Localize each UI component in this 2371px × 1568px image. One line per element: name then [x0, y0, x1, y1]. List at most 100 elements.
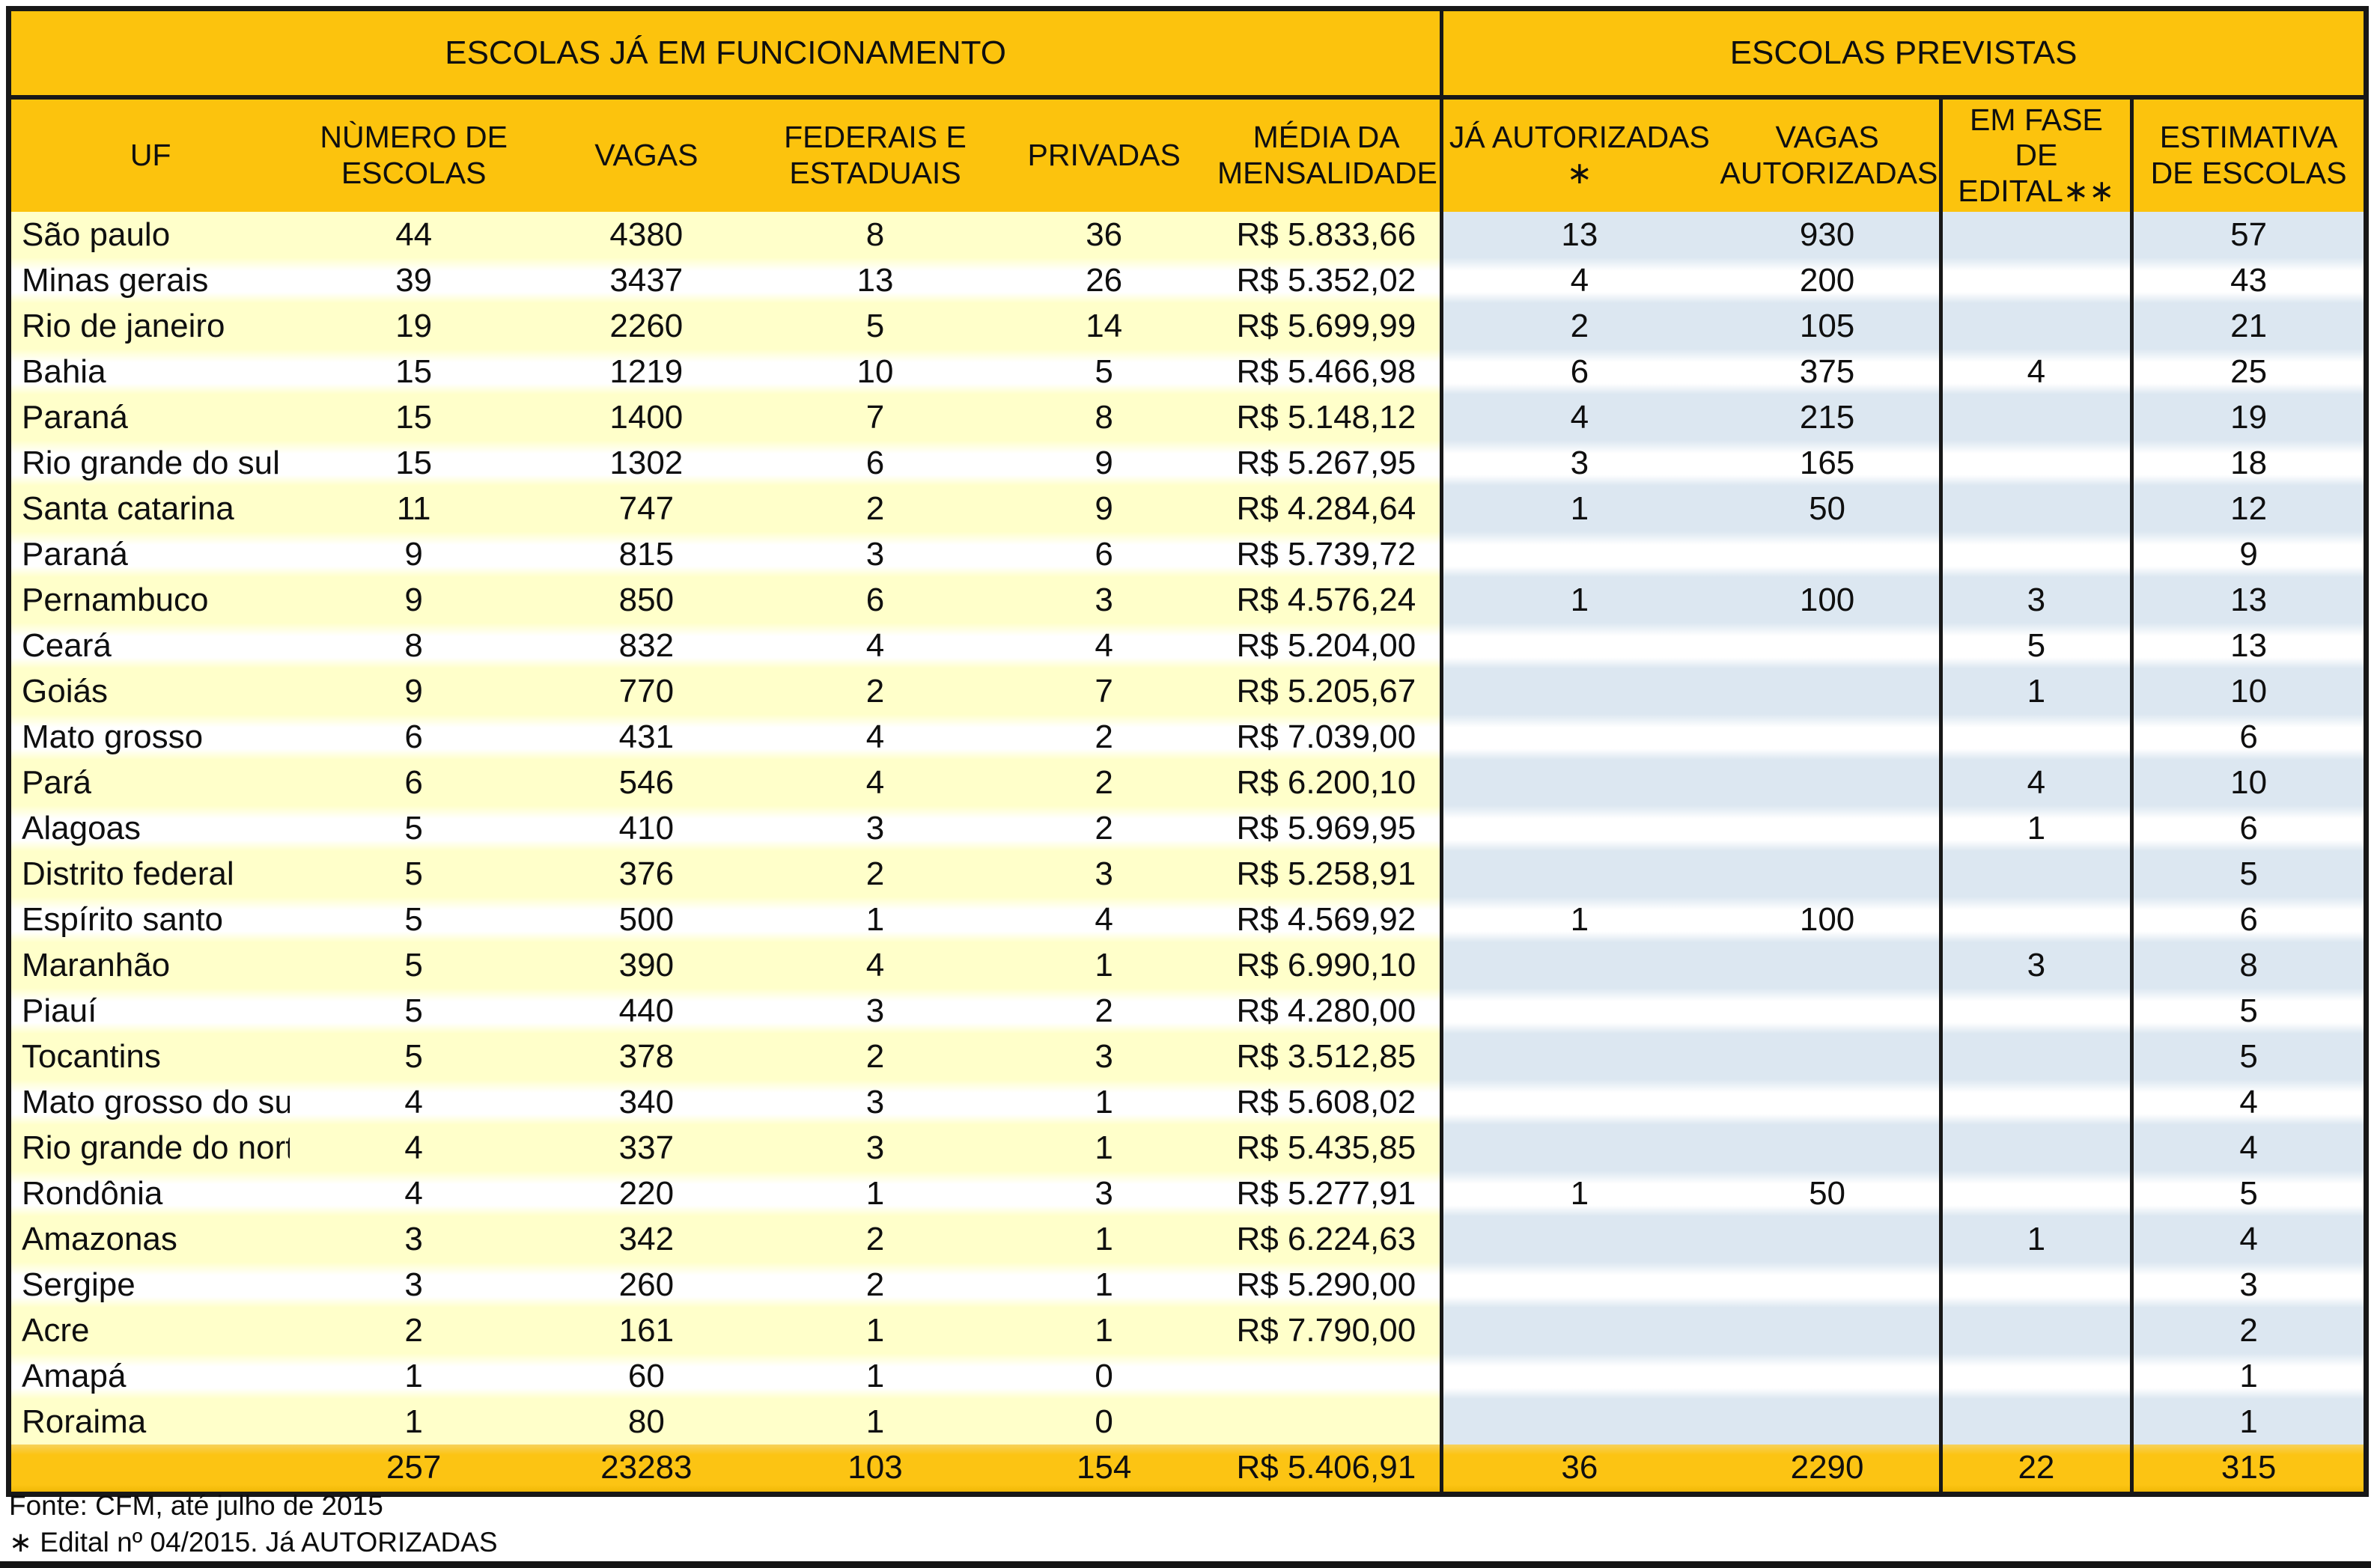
privadas-cell: 7	[995, 668, 1213, 715]
privadas-cell: 36	[995, 212, 1213, 258]
table-row: Minas gerais 39 3437 13 26 R$ 5.352,02 4…	[8, 257, 2367, 304]
table-row: Rondônia 4 220 1 3 R$ 5.277,91 1 50 5	[8, 1171, 2367, 1217]
uf-cell: Sergipe	[8, 1262, 290, 1308]
estimativa-cell: 5	[2130, 1034, 2367, 1080]
vagas-cell: 340	[538, 1079, 755, 1126]
federais-estaduais-cell: 2	[755, 851, 996, 897]
uf-cell: Rio de janeiro	[8, 303, 290, 350]
escolas-cell: 5	[290, 851, 538, 897]
mensalidade-cell: R$ 5.204,00	[1212, 623, 1442, 669]
em-fase-edital-cell	[1938, 897, 2132, 943]
em-fase-edital-cell	[1938, 714, 2132, 760]
mensalidade-cell: R$ 4.280,00	[1212, 988, 1442, 1034]
vagas-cell: 376	[538, 851, 755, 897]
mensalidade-cell: R$ 4.576,24	[1212, 577, 1442, 623]
vagas-autorizadas-cell: 105	[1715, 303, 1941, 350]
ja-autorizadas-cell: 4	[1440, 257, 1716, 304]
mensalidade-cell: R$ 6.224,63	[1212, 1216, 1442, 1263]
mensalidade-cell: R$ 6.990,10	[1212, 942, 1442, 989]
vagas-cell: 440	[538, 988, 755, 1034]
table-row: Sergipe 3 260 2 1 R$ 5.290,00 3	[8, 1262, 2367, 1308]
vagas-cell: 546	[538, 760, 755, 806]
escolas-cell: 8	[290, 623, 538, 669]
table-row: Roraima 1 80 1 0 1	[8, 1399, 2367, 1445]
escolas-cell: 2	[290, 1308, 538, 1354]
em-fase-edital-cell	[1938, 486, 2132, 532]
ja-autorizadas-cell	[1440, 760, 1716, 806]
escolas-cell: 15	[290, 349, 538, 395]
escolas-cell: 5	[290, 988, 538, 1034]
vagas-autorizadas-cell: 100	[1715, 577, 1941, 623]
bottom-border-line	[0, 1561, 2371, 1568]
estimativa-cell: 10	[2130, 760, 2367, 806]
uf-cell: Minas gerais	[8, 257, 290, 304]
uf-cell: Tocantins	[8, 1034, 290, 1080]
vagas-autorizadas-cell	[1715, 1399, 1941, 1445]
table-row: Rio de janeiro 19 2260 5 14 R$ 5.699,99 …	[8, 303, 2367, 350]
em-fase-edital-cell	[1938, 257, 2132, 304]
federais-estaduais-cell: 2	[755, 668, 996, 715]
table-row: Distrito federal 5 376 2 3 R$ 5.258,91 5	[8, 851, 2367, 897]
escolas-cell: 6	[290, 714, 538, 760]
ja-autorizadas-cell	[1440, 1353, 1716, 1400]
table-row: Acre 2 161 1 1 R$ 7.790,00 2	[8, 1308, 2367, 1354]
privadas-cell: 14	[995, 303, 1213, 350]
em-fase-edital-cell	[1938, 988, 2132, 1034]
privadas-cell: 9	[995, 440, 1213, 486]
em-fase-edital-cell: 3	[1938, 942, 2132, 989]
vagas-autorizadas-cell	[1715, 760, 1941, 806]
ja-autorizadas-cell	[1440, 623, 1716, 669]
uf-cell: Mato grosso	[8, 714, 290, 760]
escolas-cell: 1	[290, 1399, 538, 1445]
medical-schools-table: ESCOLAS JÁ EM FUNCIONAMENTO ESCOLAS PREV…	[6, 6, 2369, 1497]
vagas-autorizadas-cell: 930	[1715, 212, 1941, 258]
escolas-cell: 9	[290, 531, 538, 578]
uf-cell: Paraná	[8, 531, 290, 578]
ja-autorizadas-cell: 4	[1440, 394, 1716, 441]
escolas-cell: 1	[290, 1353, 538, 1400]
section-header-row: ESCOLAS JÁ EM FUNCIONAMENTO ESCOLAS PREV…	[8, 8, 2367, 100]
vagas-cell: 260	[538, 1262, 755, 1308]
totals-em-fase-edital-cell: 22	[1938, 1445, 2132, 1495]
column-header-numero-escolas: NÙMERO DE ESCOLAS	[290, 97, 538, 213]
table-row: São paulo 44 4380 8 36 R$ 5.833,66 13 93…	[8, 212, 2367, 258]
escolas-cell: 5	[290, 805, 538, 852]
uf-cell: Ceará	[8, 623, 290, 669]
vagas-autorizadas-cell	[1715, 1125, 1941, 1171]
totals-escolas-cell: 257	[290, 1445, 538, 1495]
table-row: Piauí 5 440 3 2 R$ 4.280,00 5	[8, 988, 2367, 1034]
table-row: Rio grande do norte 4 337 3 1 R$ 5.435,8…	[8, 1125, 2367, 1171]
mensalidade-cell: R$ 4.569,92	[1212, 897, 1442, 943]
uf-cell: Rio grande do sul	[8, 440, 290, 486]
estimativa-cell: 5	[2130, 1171, 2367, 1217]
privadas-cell: 3	[995, 1171, 1213, 1217]
estimativa-cell: 4	[2130, 1079, 2367, 1126]
mensalidade-cell: R$ 5.352,02	[1212, 257, 1442, 304]
privadas-cell: 2	[995, 805, 1213, 852]
em-fase-edital-cell: 4	[1938, 349, 2132, 395]
vagas-autorizadas-cell: 375	[1715, 349, 1941, 395]
em-fase-edital-cell: 1	[1938, 668, 2132, 715]
estimativa-cell: 5	[2130, 988, 2367, 1034]
vagas-cell: 1219	[538, 349, 755, 395]
table-row: Ceará 8 832 4 4 R$ 5.204,00 5 13	[8, 623, 2367, 669]
totals-row: 257 23283 103 154 R$ 5.406,91 36 2290 22…	[8, 1445, 2367, 1495]
mensalidade-cell: R$ 5.277,91	[1212, 1171, 1442, 1217]
mensalidade-cell: R$ 5.608,02	[1212, 1079, 1442, 1126]
em-fase-edital-cell	[1938, 212, 2132, 258]
federais-estaduais-cell: 3	[755, 805, 996, 852]
vagas-autorizadas-cell	[1715, 1079, 1941, 1126]
uf-cell: Maranhão	[8, 942, 290, 989]
privadas-cell: 3	[995, 577, 1213, 623]
escolas-cell: 4	[290, 1079, 538, 1126]
vagas-cell: 850	[538, 577, 755, 623]
vagas-cell: 747	[538, 486, 755, 532]
privadas-cell: 2	[995, 714, 1213, 760]
vagas-autorizadas-cell	[1715, 942, 1941, 989]
ja-autorizadas-cell: 2	[1440, 303, 1716, 350]
uf-cell: Paraná	[8, 394, 290, 441]
escolas-cell: 9	[290, 668, 538, 715]
em-fase-edital-cell	[1938, 851, 2132, 897]
escolas-cell: 15	[290, 440, 538, 486]
vagas-cell: 378	[538, 1034, 755, 1080]
